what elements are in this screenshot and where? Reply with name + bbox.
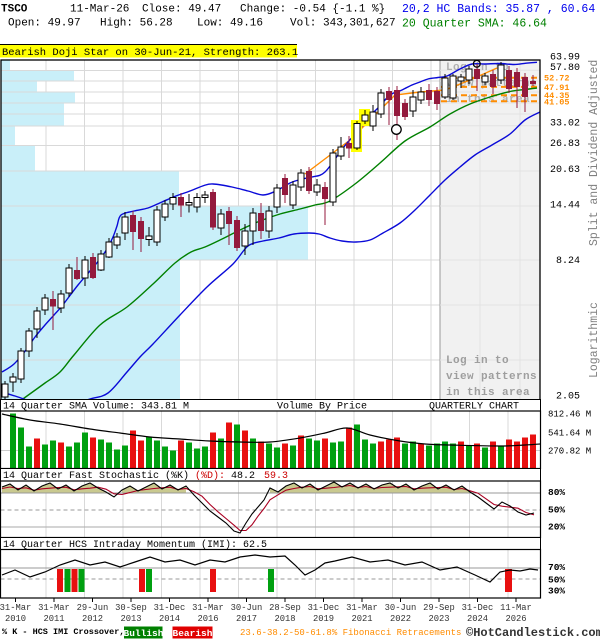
svg-text:29-Sep: 29-Sep: [423, 603, 455, 613]
svg-text:14 Quarter Fast Stochastic (%K: 14 Quarter Fast Stochastic (%K): [3, 470, 189, 482]
svg-text:2018: 2018: [274, 614, 295, 624]
svg-text:11-Mar-26: 11-Mar-26: [70, 4, 129, 16]
svg-text:31-Mar: 31-Mar: [0, 603, 31, 613]
svg-text:2019: 2019: [313, 614, 334, 624]
svg-text:Log in to: Log in to: [446, 355, 509, 367]
svg-text:Logarithmic: Logarithmic: [588, 302, 600, 378]
svg-text:QUARTERLY CHART: QUARTERLY CHART: [429, 402, 519, 413]
svg-text:541.64 M: 541.64 M: [548, 429, 591, 439]
svg-text:Volume By Price: Volume By Price: [277, 401, 367, 413]
svg-text:20,2 HC Bands: 35.87 , 60.64: 20,2 HC Bands: 35.87 , 60.64: [402, 3, 595, 16]
svg-text:in this area: in this area: [446, 387, 530, 399]
svg-text:31-Mar: 31-Mar: [192, 603, 224, 613]
svg-text:Bullish: Bullish: [124, 628, 164, 639]
svg-text:8.24: 8.24: [556, 256, 580, 267]
svg-text:31-Mar: 31-Mar: [38, 603, 70, 613]
svg-text:31-Mar: 31-Mar: [346, 603, 378, 613]
svg-text:20%: 20%: [548, 522, 565, 533]
svg-text:48.2: 48.2: [231, 471, 255, 482]
svg-text:TSCO: TSCO: [1, 4, 28, 16]
svg-text:30%: 30%: [548, 586, 565, 597]
svg-text:2012: 2012: [82, 614, 103, 624]
svg-text:% K - HCS IMI Crossover,: % K - HCS IMI Crossover,: [2, 627, 124, 637]
svg-text:80%: 80%: [548, 487, 565, 498]
svg-text:31-Dec: 31-Dec: [154, 603, 186, 613]
svg-text:14 Quarter HCS Intraday Moment: 14 Quarter HCS Intraday Momentum (IMI): …: [3, 539, 267, 551]
svg-text:2023: 2023: [428, 614, 449, 624]
svg-text:50%: 50%: [548, 505, 565, 516]
svg-text:63.99: 63.99: [550, 53, 580, 64]
svg-text:Split and Dividend Adjusted: Split and Dividend Adjusted: [588, 60, 600, 246]
svg-text:14.44: 14.44: [550, 201, 580, 212]
svg-text:Change: -0.54 {-1.1 %}: Change: -0.54 {-1.1 %}: [240, 4, 385, 16]
svg-text:Vol: 343,301,627: Vol: 343,301,627: [290, 18, 396, 30]
svg-text:44.35: 44.35: [544, 91, 570, 101]
svg-text:Bearish Doji Star on 30-Jun-21: Bearish Doji Star on 30-Jun-21, Strength…: [2, 47, 298, 59]
svg-text:©HotCandlestick.com: ©HotCandlestick.com: [466, 626, 600, 640]
svg-text:29-Jun: 29-Jun: [77, 603, 109, 613]
svg-text:11-Mar: 11-Mar: [500, 603, 532, 613]
svg-text:47.91: 47.91: [544, 83, 570, 93]
svg-text:812.46 M: 812.46 M: [548, 410, 591, 420]
svg-text:52.72: 52.72: [544, 74, 570, 84]
svg-text:Close: 49.47: Close: 49.47: [142, 4, 221, 16]
svg-text:2021: 2021: [351, 614, 372, 624]
svg-text:30-Jun: 30-Jun: [231, 603, 263, 613]
svg-text:(%D):: (%D):: [195, 470, 225, 482]
svg-text:270.82 M: 270.82 M: [548, 447, 591, 457]
svg-text:2013: 2013: [120, 614, 141, 624]
svg-text:30-Sep: 30-Sep: [115, 603, 147, 613]
svg-text:20 Quarter SMA: 46.64: 20 Quarter SMA: 46.64: [402, 18, 547, 31]
svg-text:70%: 70%: [548, 562, 565, 573]
svg-text:41.05: 41.05: [544, 98, 570, 108]
svg-text:2.05: 2.05: [556, 392, 580, 403]
svg-text:in this area: in this area: [446, 94, 530, 106]
svg-text:2010: 2010: [5, 614, 26, 624]
svg-text:Open: 49.97: Open: 49.97: [8, 18, 81, 30]
svg-text:31-Dec: 31-Dec: [308, 603, 340, 613]
svg-text:26.83: 26.83: [550, 139, 580, 150]
svg-text:Bearish: Bearish: [173, 628, 213, 639]
svg-text:50%: 50%: [548, 575, 565, 586]
svg-text:2026: 2026: [505, 614, 526, 624]
svg-text:2022: 2022: [390, 614, 411, 624]
svg-text:57.80: 57.80: [550, 63, 580, 74]
svg-text:31-Dec: 31-Dec: [462, 603, 494, 613]
svg-text:High: 56.28: High: 56.28: [100, 18, 173, 30]
svg-text:2014: 2014: [159, 614, 180, 624]
svg-text:28-Sep: 28-Sep: [269, 603, 301, 613]
svg-text:30-Jun: 30-Jun: [385, 603, 417, 613]
svg-text:20.63: 20.63: [550, 165, 580, 176]
svg-text:2024: 2024: [467, 614, 488, 624]
svg-text:59.3: 59.3: [264, 471, 288, 482]
svg-text:14 Quarter SMA Volume: 343.81: 14 Quarter SMA Volume: 343.81 M: [3, 401, 189, 413]
svg-text:2011: 2011: [43, 614, 64, 624]
svg-text:Low: 49.16: Low: 49.16: [197, 18, 263, 30]
svg-text:33.02: 33.02: [550, 119, 580, 130]
svg-text:view patterns: view patterns: [446, 371, 537, 383]
svg-text:2016: 2016: [197, 614, 218, 624]
svg-text:2017: 2017: [236, 614, 257, 624]
svg-text:23.6-38.2-50-61.8% Fibonacci R: 23.6-38.2-50-61.8% Fibonacci Retracement…: [240, 628, 461, 638]
